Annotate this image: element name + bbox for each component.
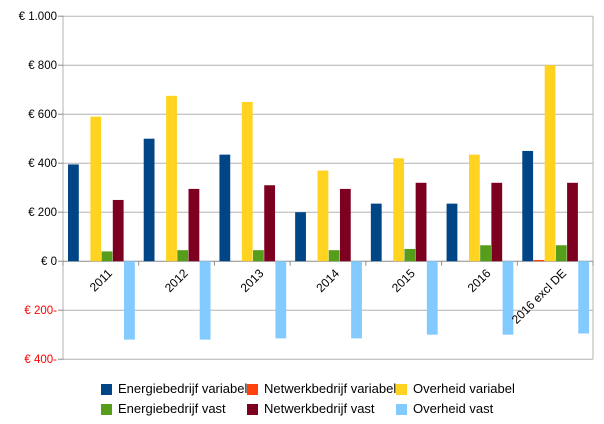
x-axis-label-2014: 2014 — [313, 266, 342, 295]
x-axis-label-2011: 2011 — [87, 266, 115, 294]
legend-item-energiebedrijf-variabel: Energiebedrijf variabel — [101, 381, 247, 397]
bar-overheid-variabel-2014 — [317, 170, 329, 262]
chart-legend: Energiebedrijf variabel Netwerkbedrijf va… — [101, 381, 515, 417]
legend-swatch-icon — [247, 403, 258, 415]
bar-chart[interactable]: € 1.000 € 800 € 600 € 400 € 200 € 0 € 200- € 40… — [0, 0, 604, 372]
y-axis-label: € 400 — [28, 158, 57, 170]
bar-overheid-vast-2016 — [502, 261, 514, 335]
bar-energiebedrijf-variabel-2011 — [68, 164, 79, 262]
legend-label: Overheid variabel — [413, 381, 515, 396]
bar-energiebedrijf-variabel-2016-excl-DE — [522, 150, 534, 262]
y-axis-label: € 400- — [24, 354, 57, 366]
x-axis-label-2012: 2012 — [162, 266, 191, 295]
legend-label: Overheid vast — [413, 401, 494, 416]
y-axis-label: € 200- — [24, 305, 57, 317]
legend-label: Netwerkbedrijf vast — [264, 401, 375, 416]
bar-netwerkbedrijf-vast-2015 — [415, 182, 427, 262]
bars — [68, 65, 590, 340]
bar-overheid-vast-2015 — [426, 261, 438, 335]
bar-netwerkbedrijf-vast-2016 — [491, 182, 503, 262]
y-axis-label: € 800 — [28, 60, 57, 72]
legend-item-netwerkbedrijf-variabel: Netwerkbedrijf variabel — [247, 381, 396, 397]
legend-item-netwerkbedrijf-vast: Netwerkbedrijf vast — [247, 401, 396, 417]
legend-item-overheid-variabel: Overheid variabel — [396, 381, 515, 397]
bar-netwerkbedrijf-vast-2012 — [188, 188, 200, 262]
y-axis-labels: € 1.000 € 800 € 600 € 400 € 200 € 0 € 200- € 40… — [19, 11, 58, 366]
bar-energiebedrijf-vast-2011 — [101, 251, 113, 262]
legend-item-overheid-vast: Overheid vast — [396, 401, 515, 417]
bar-overheid-variabel-2015 — [393, 158, 405, 262]
bar-energiebedrijf-vast-2014 — [328, 250, 340, 262]
bar-energiebedrijf-variabel-2014 — [295, 212, 306, 262]
y-axis-label: € 0 — [41, 256, 57, 268]
bar-overheid-vast-2011 — [124, 261, 135, 340]
bar-overheid-vast-2013 — [275, 261, 287, 339]
x-axis-labels: 2011 2012 2013 2014 2015 2016 2016 excl DE — [87, 266, 569, 327]
legend-label: Energiebedrijf variabel — [118, 381, 248, 396]
bar-energiebedrijf-variabel-2013 — [219, 154, 231, 262]
bar-overheid-vast-2016-excl-DE — [578, 261, 590, 334]
bar-energiebedrijf-variabel-2016 — [446, 203, 458, 262]
legend-swatch-icon — [101, 403, 112, 415]
x-axis-label-2013: 2013 — [238, 266, 267, 295]
bar-netwerkbedrijf-vast-2014 — [339, 188, 351, 262]
legend-label: Netwerkbedrijf variabel — [264, 381, 397, 396]
legend-label: Energiebedrijf vast — [118, 401, 226, 416]
bar-netwerkbedrijf-vast-2016-excl-DE — [567, 182, 578, 262]
legend-swatch-icon — [101, 383, 112, 395]
x-axis-label-2015: 2015 — [389, 266, 418, 295]
y-axis-label: € 1.000 — [19, 11, 57, 23]
legend-swatch-icon — [396, 403, 407, 415]
bar-overheid-variabel-2011 — [90, 116, 102, 262]
bar-energiebedrijf-vast-2012 — [177, 250, 189, 262]
bar-overheid-variabel-2016 — [468, 154, 480, 262]
bar-energiebedrijf-variabel-2012 — [143, 138, 155, 262]
bar-energiebedrijf-vast-2016-excl-DE — [555, 245, 567, 262]
bar-overheid-variabel-2012 — [166, 95, 177, 262]
y-axis-label: € 600 — [28, 109, 57, 121]
bar-energiebedrijf-vast-2013 — [253, 250, 264, 262]
bar-netwerkbedrijf-vast-2013 — [264, 185, 276, 262]
bar-energiebedrijf-variabel-2015 — [370, 203, 382, 262]
bar-overheid-vast-2014 — [351, 261, 362, 339]
y-axis-label: € 200 — [28, 207, 57, 219]
x-axis-label-2016-excl-DE: 2016 excl DE — [509, 266, 569, 326]
legend-swatch-icon — [396, 383, 407, 395]
bar-energiebedrijf-vast-2015 — [404, 248, 416, 262]
bar-overheid-variabel-2013 — [241, 101, 253, 262]
bar-netwerkbedrijf-vast-2011 — [112, 199, 124, 262]
bar-energiebedrijf-vast-2016 — [480, 245, 491, 262]
bar-overheid-vast-2012 — [199, 261, 211, 340]
legend-item-energiebedrijf-vast: Energiebedrijf vast — [101, 401, 247, 417]
bar-netwerkbedrijf-variabel-2016-excl-DE — [533, 259, 545, 262]
bar-overheid-variabel-2016-excl-DE — [544, 65, 556, 262]
legend-swatch-icon — [247, 383, 258, 395]
x-axis-label-2016: 2016 — [465, 266, 494, 295]
tick-marks — [58, 15, 594, 360]
